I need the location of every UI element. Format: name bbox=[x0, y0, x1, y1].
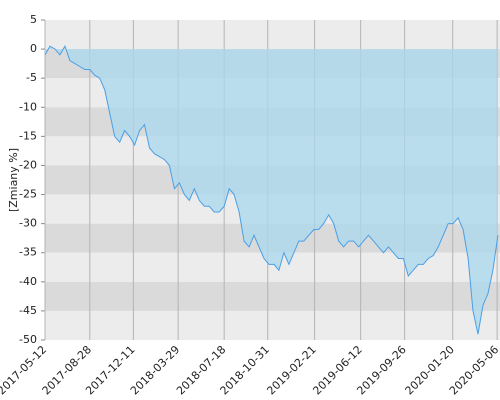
band bbox=[45, 310, 500, 340]
y-tick-label: -5 bbox=[26, 71, 37, 84]
y-tick-label: -50 bbox=[19, 333, 37, 346]
band bbox=[45, 20, 500, 50]
y-tick-label: -35 bbox=[19, 246, 37, 259]
y-tick-label: -30 bbox=[19, 217, 37, 230]
y-tick-label: -15 bbox=[19, 129, 37, 142]
y-tick-label: -45 bbox=[19, 304, 37, 317]
y-tick-label: -20 bbox=[19, 158, 37, 171]
y-tick-label: 5 bbox=[30, 13, 37, 26]
y-tick-label: -10 bbox=[19, 100, 37, 113]
y-tick-label: -40 bbox=[19, 275, 37, 288]
y-axis-label: [Zmiany %] bbox=[7, 148, 20, 212]
y-tick-label: -25 bbox=[19, 188, 37, 201]
area bbox=[45, 46, 498, 335]
line bbox=[44, 44, 499, 335]
band bbox=[45, 281, 500, 311]
y-tick-label: 0 bbox=[30, 42, 37, 55]
